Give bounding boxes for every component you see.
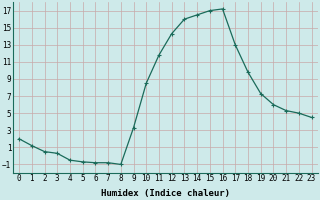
X-axis label: Humidex (Indice chaleur): Humidex (Indice chaleur) [101,189,230,198]
